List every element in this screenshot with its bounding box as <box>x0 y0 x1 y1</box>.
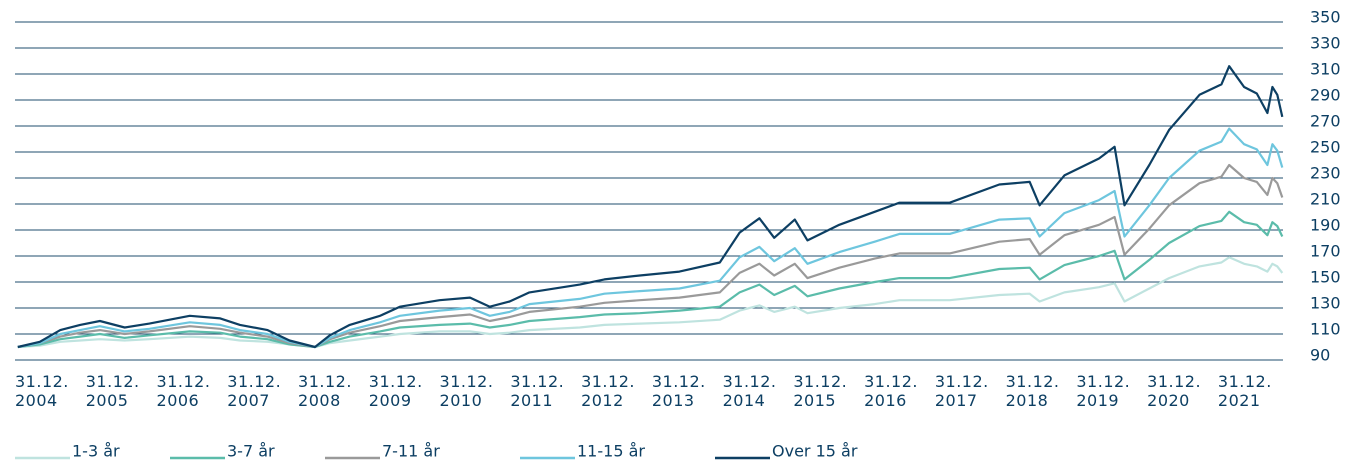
x-tick-label: 31.12. 2018 <box>1005 372 1060 410</box>
legend-label: 3-7 år <box>227 442 275 461</box>
legend-label: 7-11 år <box>382 442 440 461</box>
x-tick-label: 31.12. 2010 <box>439 372 494 410</box>
x-tick-label: 31.12. 2015 <box>793 372 848 410</box>
y-tick-label: 350 <box>1310 8 1341 27</box>
legend-label: 1-3 år <box>72 442 120 461</box>
x-tick-label: 31.12. 2012 <box>581 372 635 410</box>
y-tick-label: 290 <box>1310 86 1341 105</box>
y-tick-label: 130 <box>1310 294 1341 313</box>
y-tick-label: 170 <box>1310 242 1341 261</box>
x-tick-label: 31.12. 2006 <box>156 372 211 410</box>
y-tick-label: 190 <box>1310 216 1341 235</box>
y-tick-label: 90 <box>1310 346 1330 365</box>
series-line <box>17 210 1284 349</box>
x-tick-label: 31.12. 2008 <box>298 372 352 410</box>
x-tick-label: 31.12. 2016 <box>864 372 918 410</box>
y-tick-label: 310 <box>1310 60 1341 79</box>
legend-label: Over 15 år <box>772 442 858 461</box>
y-tick-label: 330 <box>1310 34 1341 53</box>
x-tick-label: 31.12. 2014 <box>722 372 777 410</box>
y-tick-label: 210 <box>1310 190 1341 209</box>
series-line <box>17 256 1284 349</box>
y-tick-label: 150 <box>1310 268 1341 287</box>
series-line <box>17 127 1284 349</box>
x-tick-label: 31.12. 2021 <box>1217 372 1272 410</box>
y-tick-label: 230 <box>1310 164 1341 183</box>
x-tick-label: 31.12. 2019 <box>1076 372 1131 410</box>
x-tick-label: 31.12. 2005 <box>85 372 140 410</box>
y-tick-label: 270 <box>1310 112 1341 131</box>
x-tick-label: 31.12. 2020 <box>1147 372 1202 410</box>
x-tick-label: 31.12. 2013 <box>651 372 706 410</box>
series-line <box>17 65 1284 349</box>
x-tick-label: 31.12. 2009 <box>368 372 423 410</box>
y-tick-label: 250 <box>1310 138 1341 157</box>
x-tick-label: 31.12. 2011 <box>510 372 565 410</box>
x-tick-label: 31.12. 2004 <box>15 372 69 410</box>
legend-label: 11-15 år <box>577 442 645 461</box>
x-tick-label: 31.12. 2017 <box>934 372 989 410</box>
y-tick-label: 110 <box>1310 320 1341 339</box>
x-tick-label: 31.12. 2007 <box>227 372 282 410</box>
series-line <box>17 163 1284 349</box>
